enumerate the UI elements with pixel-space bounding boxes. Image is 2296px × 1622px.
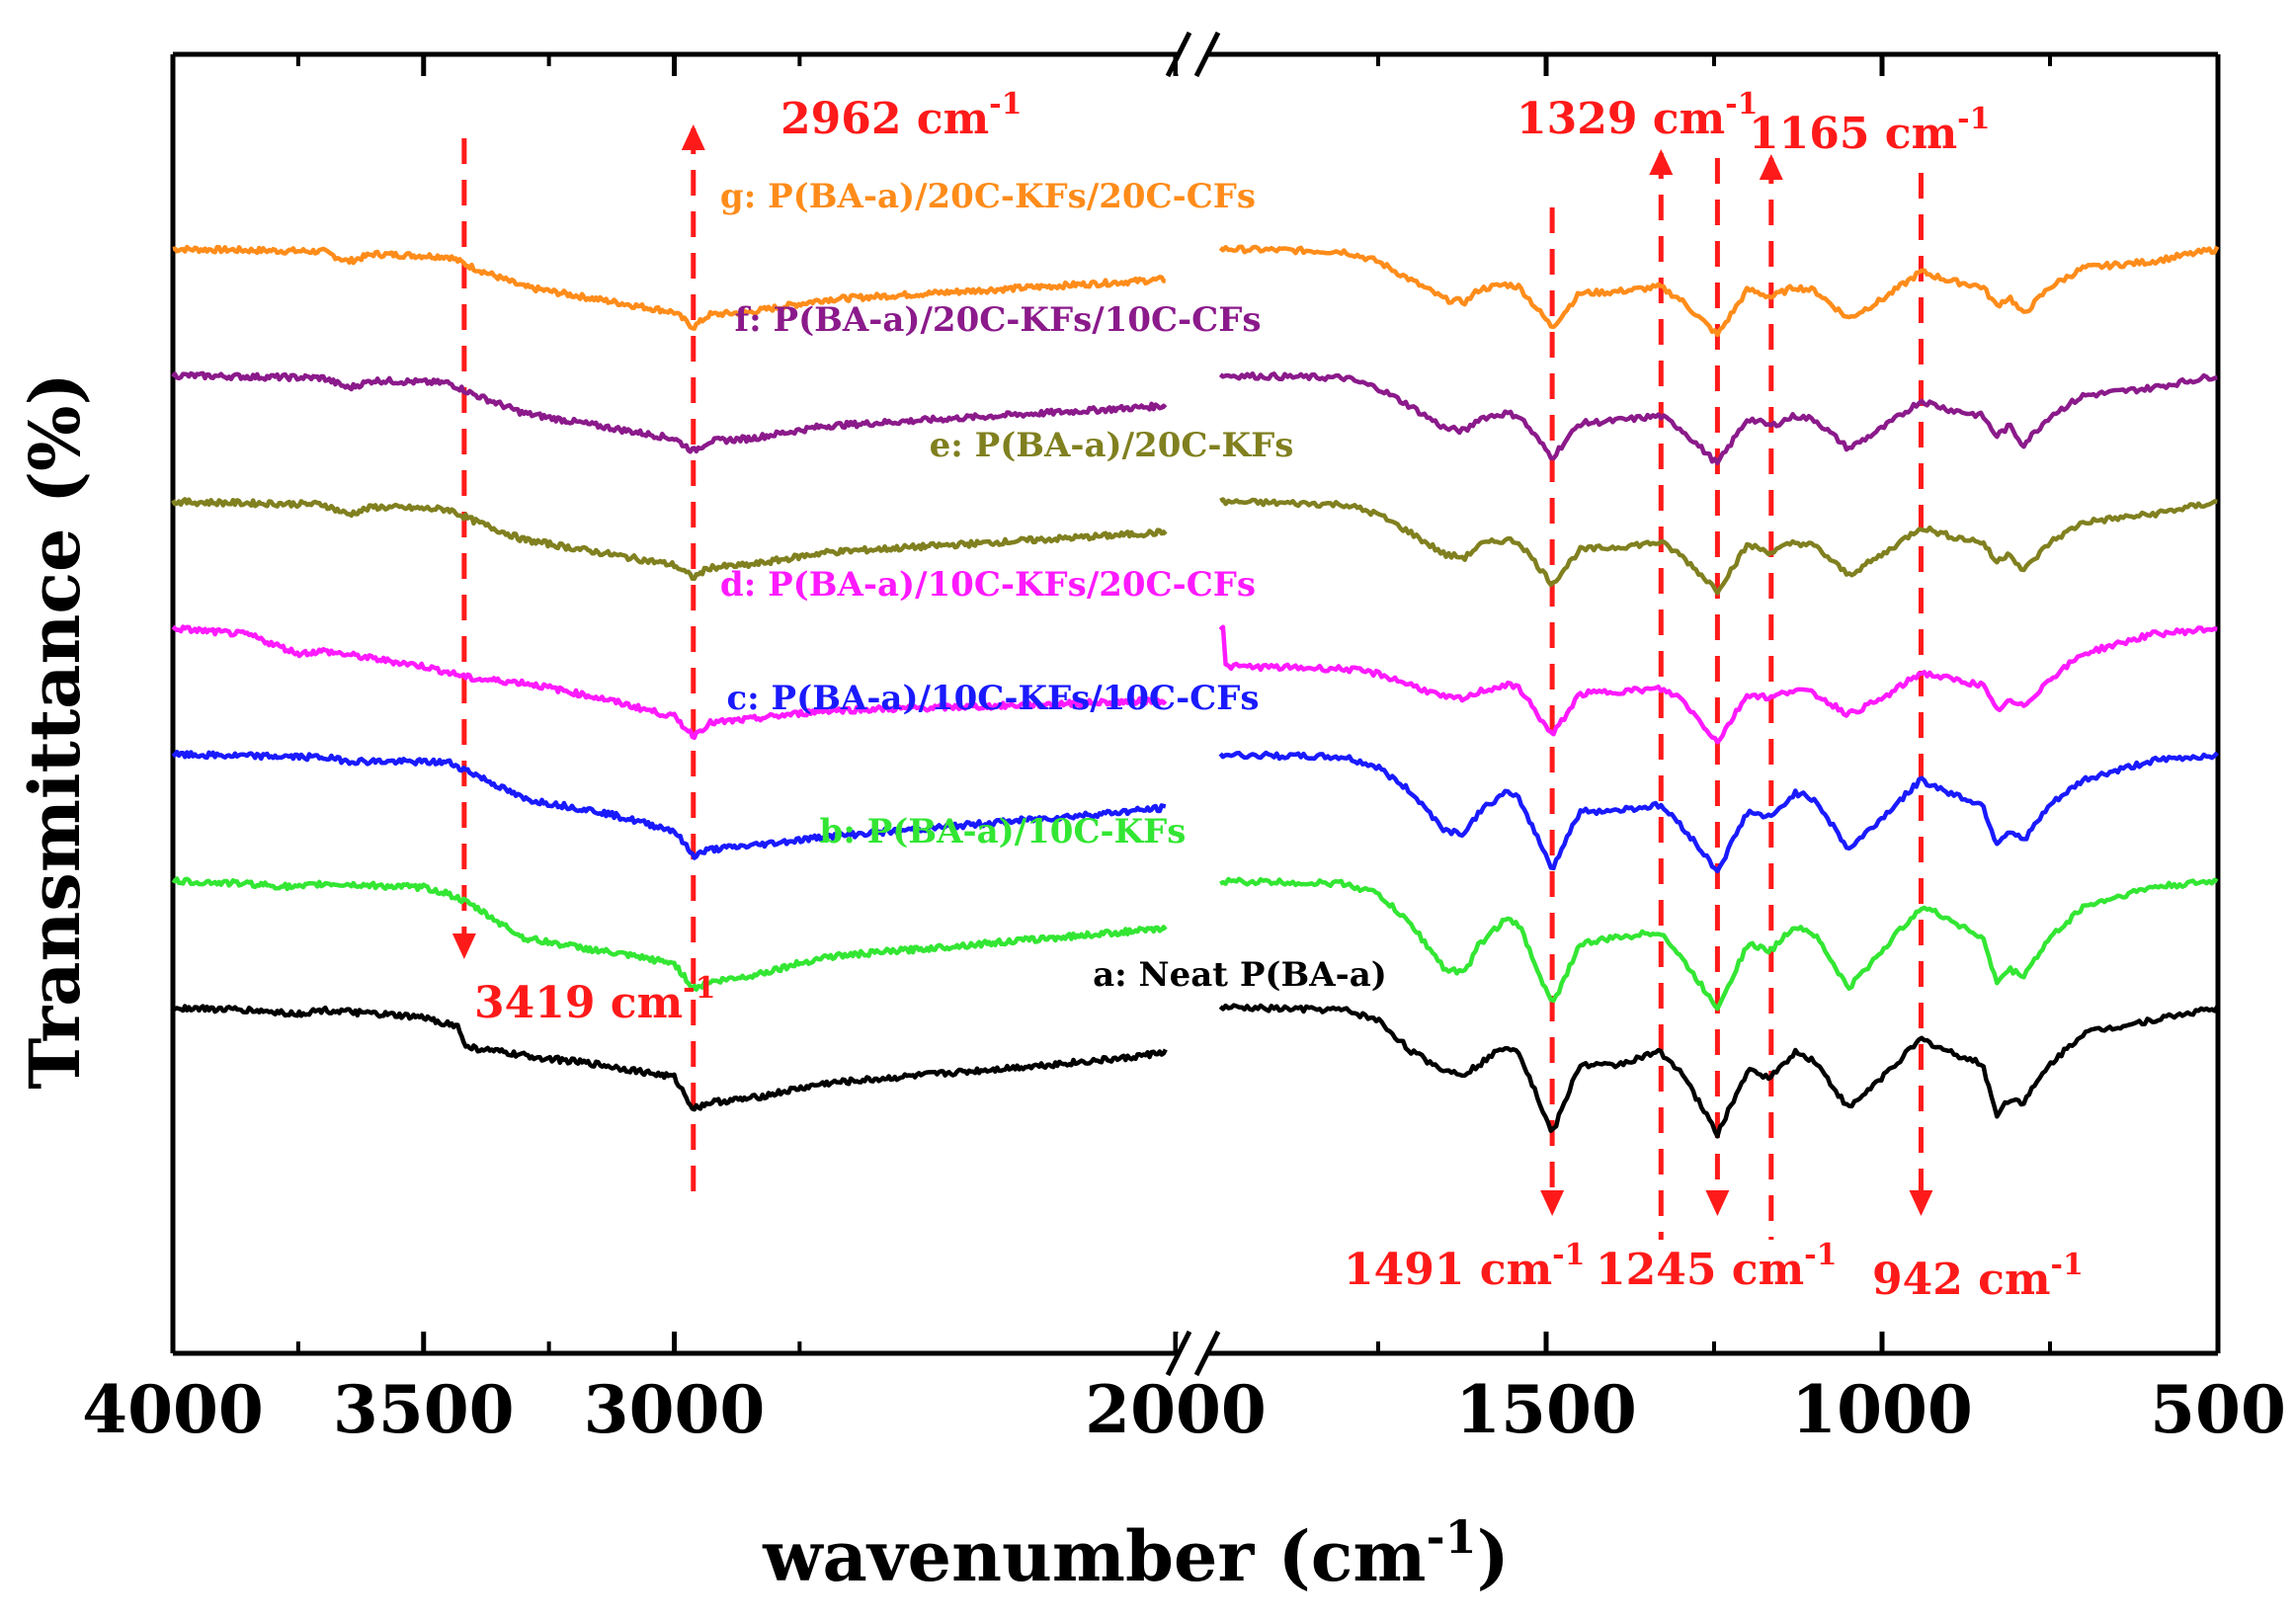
x-tick-label: 2000 [1085, 1371, 1267, 1448]
series-label-c: c: P(BA-a)/10C-KFs/10C-CFs [726, 679, 1259, 718]
axis-break-slash [1165, 31, 1192, 78]
series-e [171, 497, 2218, 596]
series-label-d: d: P(BA-a)/10C-KFs/20C-CFs [720, 565, 1256, 605]
spectrum-line-g [172, 244, 1167, 331]
spectrum-line-d [171, 624, 1168, 741]
spectrum-line-c [171, 749, 1167, 860]
peak-label-sup: -1 [1725, 87, 1758, 122]
arrow-down-icon [1909, 1190, 1933, 1216]
series-d [171, 624, 2218, 745]
axis-break-slash [1165, 1330, 1192, 1377]
series-label-a: a: Neat P(BA-a) [1093, 955, 1387, 995]
x-tick-label: 4000 [82, 1371, 264, 1448]
x-axis-title-tail: ) [1477, 1515, 1510, 1597]
arrow-up-icon [1759, 154, 1783, 180]
arrow-down-icon [1540, 1190, 1565, 1216]
peak-label-1165: 1165 cm-1 [1749, 102, 1990, 159]
series-label-e: e: P(BA-a)/20C-KFs [930, 426, 1294, 465]
arrow-up-icon [1649, 149, 1674, 175]
arrow-up-icon [681, 124, 705, 150]
peak-label-text: 942 cm [1872, 1255, 2051, 1305]
series-layer [171, 244, 2220, 1139]
plot-axes: 4000 3500 3000 2000 1500 1000 500 [82, 51, 2286, 1448]
x-axis-title-sup: -1 [1427, 1510, 1477, 1564]
x-tick-label: 1500 [1455, 1371, 1637, 1448]
x-axis-title-main: wavenumber (cm [762, 1515, 1426, 1597]
x-tick-label: 1000 [1791, 1371, 1973, 1448]
spectrum-line-b [171, 876, 1168, 992]
peak-label-sup: -1 [1957, 102, 1990, 136]
series-label-g: g: P(BA-a)/20C-KFs/20C-CFs [720, 177, 1256, 216]
axis-break-gap [1178, 35, 1208, 74]
spectrum-line-b [1219, 876, 2219, 1012]
spectrum-line-g [1218, 244, 2220, 338]
peak-label-sup: -1 [989, 87, 1022, 122]
axis-break-slash [1193, 1330, 1221, 1377]
spectrum-line-d [1218, 624, 2218, 745]
peak-label-sup: -1 [1804, 1238, 1837, 1272]
axis-break [1165, 31, 1221, 1377]
arrow-down-icon [1705, 1190, 1730, 1216]
spectrum-line-a [1218, 1003, 2220, 1139]
peak-label-text: 1165 cm [1749, 109, 1957, 159]
peak-label-942: 942 cm-1 [1872, 1248, 2084, 1305]
peak-label-text: 1491 cm [1344, 1245, 1552, 1295]
spectrum-line-c [1218, 750, 2219, 874]
peak-label-sup: -1 [683, 971, 715, 1006]
peak-label-2962: 2962 cm-1 [780, 87, 1022, 144]
axis-break-gap [1178, 1334, 1208, 1373]
peak-label-3419: 3419 cm-1 [474, 971, 715, 1028]
peak-label-text: 3419 cm [474, 978, 683, 1028]
peak-label-text: 1329 cm [1517, 94, 1725, 144]
series-label-b: b: P(BA-a)/10C-KFs [820, 812, 1187, 852]
x-axis-title: wavenumber (cm-1) [762, 1510, 1509, 1597]
arrow-down-icon [451, 933, 476, 959]
peak-label-text: 1245 cm [1596, 1245, 1804, 1295]
y-axis-title: Transmittance (%) [14, 372, 96, 1089]
series-a [172, 1003, 2220, 1139]
peak-label-1491: 1491 cm-1 [1344, 1238, 1585, 1295]
peak-label-text: 2962 cm [780, 94, 989, 144]
series-g [172, 244, 2220, 338]
spectrum-line-f [171, 370, 1168, 454]
spectrum-line-f [1218, 370, 2218, 465]
spectrum-line-e [171, 497, 1168, 582]
peak-label-1329: 1329 cm-1 [1517, 87, 1758, 144]
spectrum-line-e [1219, 497, 2218, 596]
x-tick-label: 3500 [333, 1371, 515, 1448]
peak-label-sup: -1 [1552, 1238, 1585, 1272]
x-tick-label: 3000 [584, 1371, 766, 1448]
series-labels: g: P(BA-a)/20C-KFs/20C-CFs f: P(BA-a)/20C… [720, 177, 1387, 995]
series-c [171, 749, 2219, 874]
series-label-f: f: P(BA-a)/20C-KFs/10C-CFs [735, 300, 1262, 340]
axis-break-slash [1193, 31, 1221, 78]
peak-label-sup: -1 [2051, 1248, 2084, 1282]
series-b [171, 876, 2219, 1012]
peak-label-1245: 1245 cm-1 [1596, 1238, 1837, 1295]
spectrum-line-a [172, 1004, 1168, 1112]
series-f [171, 370, 2218, 465]
x-tick-label: 500 [2150, 1371, 2286, 1448]
